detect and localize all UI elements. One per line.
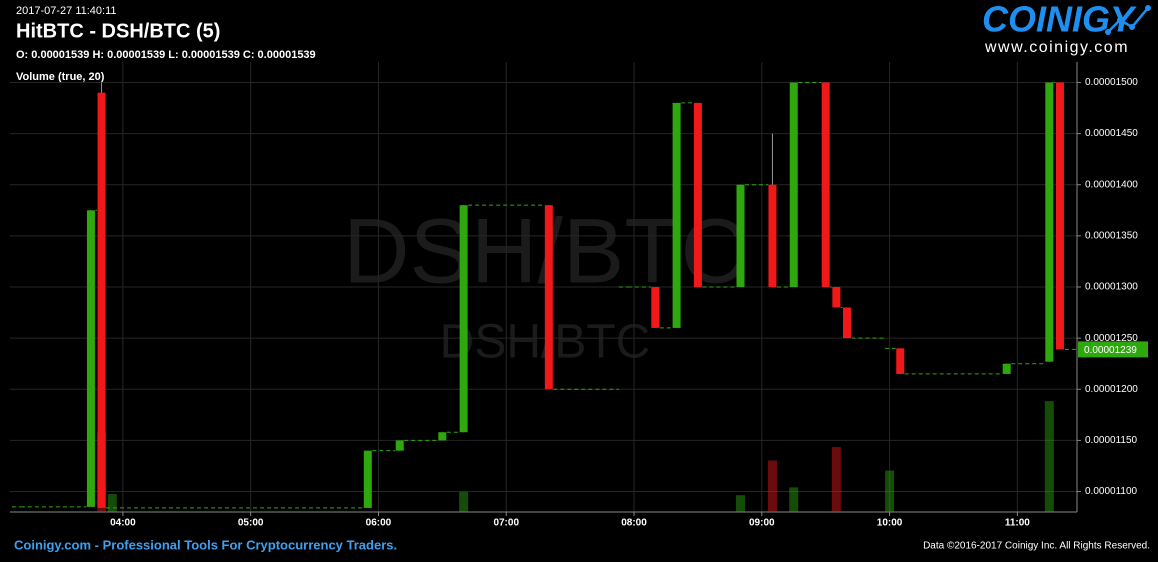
volume-bar bbox=[789, 487, 799, 512]
footer-text: Data ©2016-2017 Coinigy Inc. All Rights … bbox=[923, 541, 1150, 552]
x-tick-label: 04:00 bbox=[110, 518, 136, 529]
volume-bar bbox=[885, 470, 895, 512]
candle-body bbox=[736, 184, 745, 287]
logo-icon bbox=[1107, 7, 1149, 33]
volume-bar bbox=[1044, 401, 1054, 512]
volume-bar bbox=[736, 495, 746, 512]
x-tick-label: 11:00 bbox=[1005, 518, 1030, 529]
x-tick-label: 05:00 bbox=[238, 518, 264, 529]
y-tick-label: 0.00001350 bbox=[1085, 231, 1138, 242]
x-tick-label: 08:00 bbox=[621, 518, 647, 529]
candle-body bbox=[651, 287, 660, 328]
candle-body bbox=[97, 92, 106, 508]
x-tick-label: 10:00 bbox=[877, 518, 903, 529]
logo: COINIGY bbox=[982, 0, 1137, 40]
logo-icon bbox=[1129, 24, 1135, 30]
logo-url: www.coinigy.com bbox=[984, 39, 1129, 56]
volume-bar bbox=[831, 447, 841, 512]
candle-body bbox=[86, 210, 95, 507]
candle-body bbox=[544, 205, 553, 390]
candle-body bbox=[1045, 82, 1054, 362]
candle-body bbox=[672, 102, 681, 328]
candle-body bbox=[821, 82, 830, 287]
ohlc-readout: O: 0.00001539 H: 0.00001539 L: 0.0000153… bbox=[16, 49, 316, 61]
logo-icon bbox=[1145, 5, 1151, 11]
y-tick-label: 0.00001300 bbox=[1085, 282, 1138, 293]
volume-bar bbox=[107, 494, 117, 512]
candle-body bbox=[842, 307, 851, 339]
plot-layer: 0.00001100 0.00001150 0.00001200 0.00001250… bbox=[10, 62, 1148, 529]
candle-body bbox=[693, 102, 702, 287]
volume-bar bbox=[767, 460, 777, 512]
y-tick-label: 0.00001500 bbox=[1085, 77, 1138, 88]
y-tick-label: 0.00001450 bbox=[1085, 128, 1138, 139]
volume-bar bbox=[459, 491, 469, 512]
y-tick-label: 0.00001250 bbox=[1085, 333, 1138, 344]
logo-icon bbox=[1105, 29, 1111, 35]
y-tick-label: 0.00001100 bbox=[1085, 486, 1138, 497]
timestamp: 2017-07-27 11:40:11 bbox=[16, 5, 117, 17]
candle-body bbox=[395, 440, 404, 451]
chart-title: HitBTC - DSH/BTC (5) bbox=[16, 20, 220, 42]
x-tick-label: 09:00 bbox=[749, 518, 775, 529]
candle-body bbox=[896, 348, 905, 374]
candle-body bbox=[789, 82, 798, 287]
last-price-box bbox=[1078, 341, 1148, 358]
candle-body bbox=[832, 287, 841, 308]
x-tick-label: 07:00 bbox=[493, 518, 519, 529]
x-tick-label: 06:00 bbox=[366, 518, 392, 529]
footer-text: Coinigy.com - Professional Tools For Cry… bbox=[14, 537, 397, 552]
candle-body bbox=[459, 205, 468, 433]
candle-body bbox=[363, 450, 372, 508]
candle-body bbox=[438, 432, 447, 441]
volume-label: Volume (true, 20) bbox=[16, 71, 105, 83]
last-price-label: 0.00001239 bbox=[1084, 345, 1137, 356]
y-tick-label: 0.00001150 bbox=[1085, 435, 1138, 446]
y-tick-label: 0.00001200 bbox=[1085, 384, 1138, 395]
candle-body bbox=[1055, 82, 1064, 350]
candle-body bbox=[1002, 363, 1011, 374]
candle-body bbox=[768, 184, 777, 287]
y-tick-label: 0.00001400 bbox=[1085, 179, 1138, 190]
logo-icon bbox=[1117, 17, 1123, 23]
